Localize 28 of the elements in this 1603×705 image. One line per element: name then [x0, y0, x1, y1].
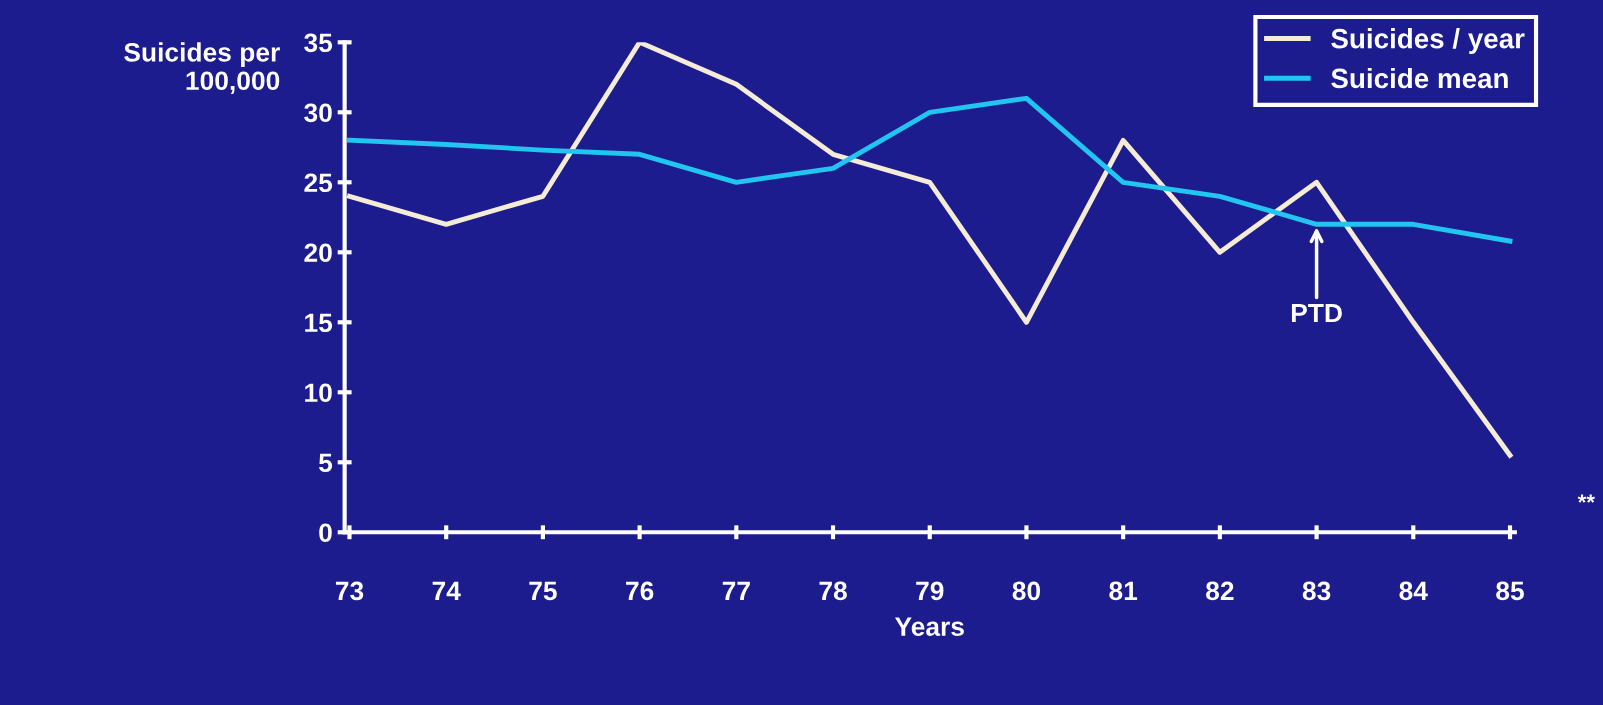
x-tick-label: 81 — [1109, 581, 1138, 601]
y-tick-label: 0 — [319, 523, 332, 543]
y-tick-label: 25 — [304, 173, 333, 193]
y-tick-label: 20 — [304, 243, 332, 263]
x-tick-label: 85 — [1496, 581, 1524, 601]
y-tick-label: 35 — [304, 33, 333, 53]
x-tick-label: 73 — [335, 581, 364, 601]
x-tick-label: 74 — [432, 581, 461, 601]
x-tick-label: 84 — [1399, 581, 1428, 601]
x-tick-label: 80 — [1012, 581, 1041, 601]
line-series — [347, 95, 1513, 244]
y-tick-label: 30 — [304, 103, 332, 123]
x-tick-label: 78 — [819, 581, 847, 601]
x-tick-label: 77 — [722, 581, 750, 601]
x-tick-label: 82 — [1206, 581, 1234, 601]
x-axis-title: Years — [894, 617, 964, 636]
y-axis-title: Suicides per 100,000 — [124, 42, 280, 94]
y-tick-label: 15 — [305, 313, 333, 333]
annotation: PTD — [1291, 303, 1342, 323]
x-tick-label: 79 — [916, 581, 944, 601]
legend-label: Suicide mean — [1331, 67, 1508, 89]
x-tick-label: 76 — [626, 581, 654, 601]
x-tick-label: 75 — [529, 581, 557, 601]
y-tick-label: 10 — [305, 383, 332, 403]
text: ** — [1577, 494, 1595, 503]
x-tick-label: 83 — [1302, 581, 1331, 601]
y-tick-label: 5 — [318, 453, 333, 473]
legend-label: Suicides / year — [1331, 28, 1525, 54]
